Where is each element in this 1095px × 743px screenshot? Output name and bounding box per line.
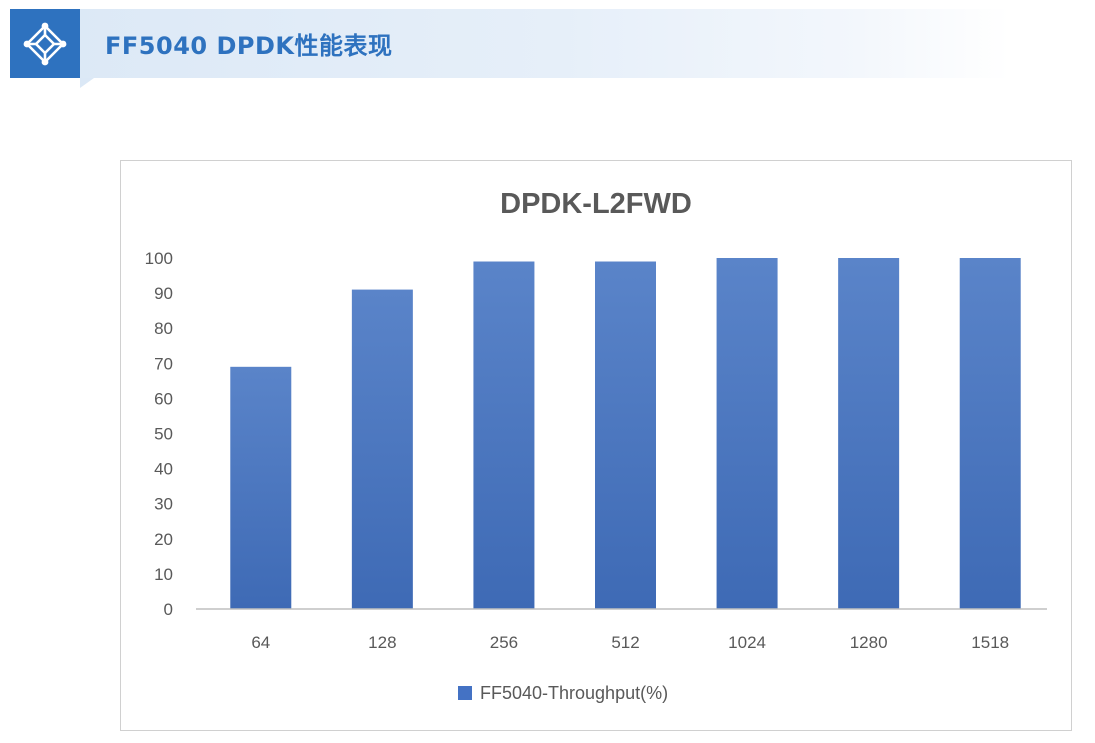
y-axis: 0 10 20 30 40 50 60 70 80 90 100 [145, 249, 173, 619]
y-tick-label: 60 [154, 389, 173, 408]
chart-frame: DPDK-L2FWD 0 10 20 30 40 50 60 70 80 90 100 64 128 2… [120, 160, 1072, 731]
network-diamond-icon [23, 22, 67, 65]
bar-chart: DPDK-L2FWD 0 10 20 30 40 50 60 70 80 90 100 64 128 2… [145, 188, 1047, 703]
bar [716, 258, 778, 609]
y-tick-label: 20 [154, 530, 173, 549]
x-tick-label: 512 [611, 633, 639, 652]
y-tick-label: 40 [154, 460, 173, 479]
header-icon-box [10, 9, 80, 78]
banner-tail [80, 78, 94, 88]
bar [959, 258, 1021, 609]
x-axis: 64 128 256 512 1024 1280 1518 [196, 608, 1047, 652]
y-tick-label: 10 [154, 565, 173, 584]
bar-series [230, 258, 1021, 609]
x-tick-label: 1280 [850, 633, 888, 652]
legend-label: FF5040-Throughput(%) [480, 683, 668, 703]
y-tick-label: 80 [154, 319, 173, 338]
y-tick-label: 50 [154, 425, 173, 444]
x-tick-label: 1024 [728, 633, 766, 652]
y-tick-label: 0 [164, 600, 173, 619]
legend-swatch [458, 686, 472, 700]
x-tick-label: 128 [368, 633, 396, 652]
bar [595, 261, 656, 609]
y-tick-label: 70 [154, 354, 173, 373]
bar [838, 258, 900, 609]
header-banner: FF5040 DPDK性能表现 [10, 9, 1010, 78]
page-title: FF5040 DPDK性能表现 [105, 32, 393, 60]
x-tick-label: 1518 [971, 633, 1009, 652]
bar [230, 366, 292, 609]
y-tick-label: 30 [154, 495, 173, 514]
y-tick-label: 90 [154, 284, 173, 303]
bar [473, 261, 535, 609]
chart-title: DPDK-L2FWD [500, 188, 692, 220]
legend: FF5040-Throughput(%) [458, 683, 668, 703]
y-tick-label: 100 [145, 249, 173, 268]
bar [351, 289, 413, 609]
x-tick-label: 256 [490, 633, 518, 652]
x-tick-label: 64 [251, 633, 270, 652]
